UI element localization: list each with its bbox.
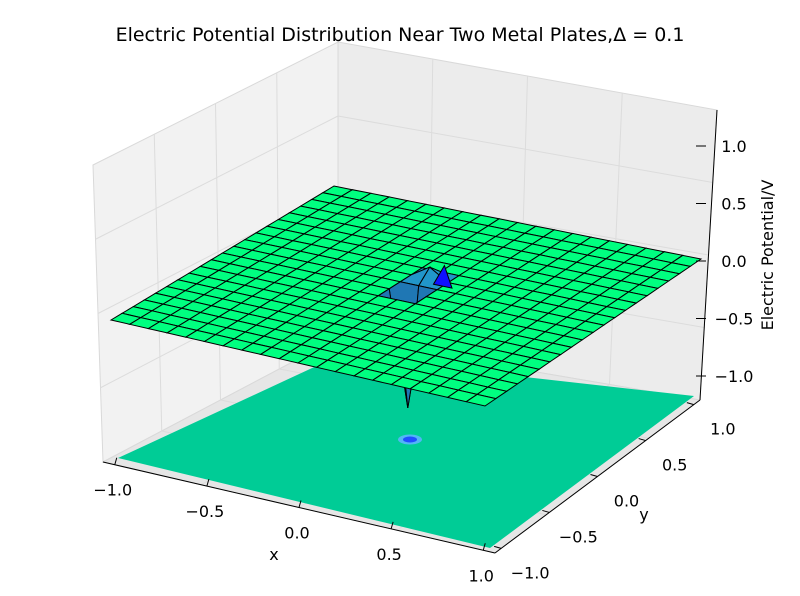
z-tick-label: 0.5 [721,195,746,214]
chart-title: Electric Potential Distribution Near Two… [116,24,685,46]
z-tick-label: 0.0 [721,252,746,271]
contour-floor-fill [118,356,694,548]
x-tick [206,478,210,487]
x-tick-label: 0.5 [376,545,401,564]
z-tick-label: −1.0 [715,367,754,386]
x-tick [390,521,394,530]
x-tick-label: −1.0 [93,481,132,500]
z-axis-label: Electric Potential/V [758,180,777,331]
y-tick [494,545,502,549]
y-tick-label: −0.5 [559,527,598,546]
y-tick [638,438,646,442]
surface-bump-facet [432,264,453,289]
x-tick [114,457,118,465]
z-tick-label: 1.0 [721,137,746,156]
y-tick-label: 0.5 [662,456,687,475]
y-tick [590,474,598,477]
y-tick-label: 0.0 [614,492,639,511]
z-tick-label: −0.5 [715,310,754,329]
y-tick [686,402,694,406]
x-tick-label: 0.0 [284,524,309,543]
surface-cell [465,393,498,407]
y-tick-label: −1.0 [511,563,550,582]
contour-dip-inner [403,436,417,443]
x-axis-label: x [269,545,278,564]
x-tick [298,500,302,508]
y-tick [542,509,550,513]
y-tick-label: 1.0 [710,420,735,439]
y-axis-label: y [639,505,648,524]
z-axis-line [699,109,718,401]
x-tick-label: −0.5 [185,502,224,521]
gridline [215,103,221,401]
contour-floor [118,356,694,548]
potential-surface [109,185,703,408]
x-tick [482,543,486,551]
gridline [609,92,623,385]
axis-ticks: −1.0 −0.5 0.0 0.5 1.0 −1.0 −0.5 0.0 0.5 1.0 −1.0 −0… [93,137,753,585]
x-tick-label: 1.0 [469,566,494,585]
